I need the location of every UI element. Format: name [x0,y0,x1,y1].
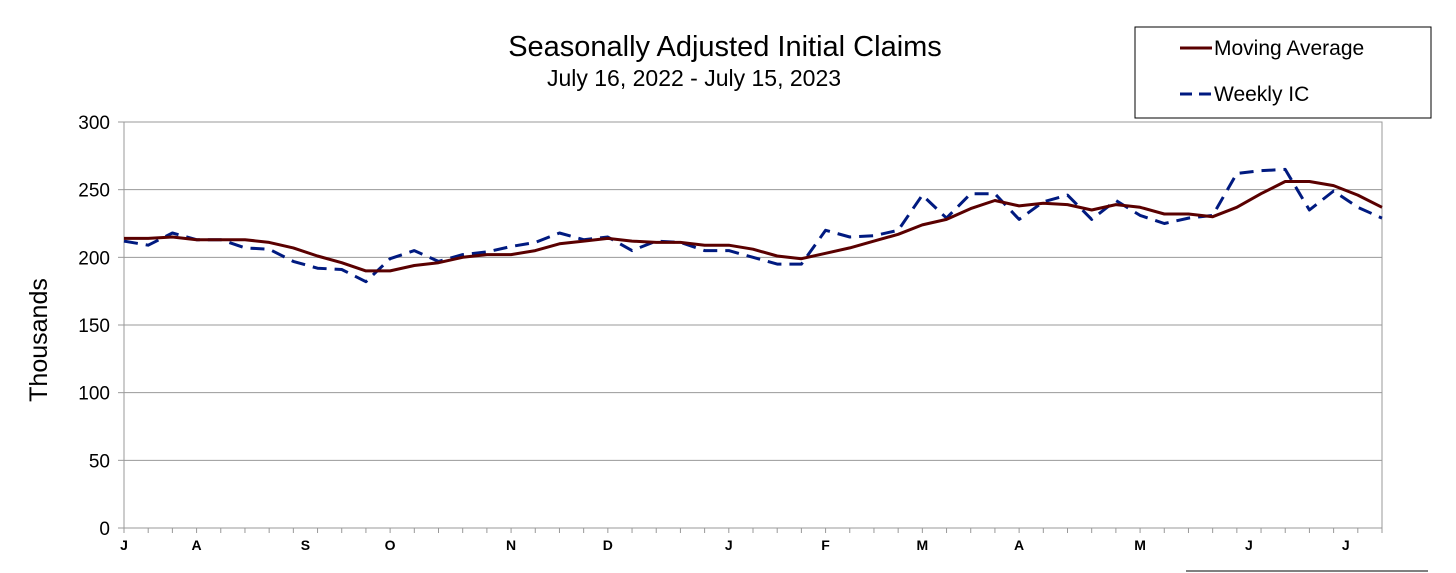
x-tick-label: M [1134,537,1146,553]
y-axis-label: Thousands [25,278,53,402]
legend-label-moving-average: Moving Average [1214,37,1364,60]
y-tick-label: 50 [89,451,110,472]
y-axis-ticks: 0 50 100 150 200 250 300 [78,113,124,540]
x-tick-label: A [192,537,202,553]
legend-box [1134,26,1432,119]
chart-title: Seasonally Adjusted Initial Claims [508,31,942,63]
y-tick-label: 200 [78,248,110,269]
x-tick-label: J [1342,537,1350,553]
y-tick-label: 0 [99,519,110,540]
legend: Moving Average Weekly IC [1134,26,1432,119]
x-tick-label: F [821,537,830,553]
legend-label-weekly-ic: Weekly IC [1214,83,1309,106]
y-tick-label: 150 [78,316,110,337]
series-lines [123,167,1383,284]
x-tick-label: N [506,537,516,553]
x-tick-label: J [120,537,128,553]
chart-subtitle: July 16, 2022 - July 15, 2023 [547,65,841,91]
x-tick-label: A [1014,537,1024,553]
series-line-weekly-ic [123,167,1383,284]
x-tick-label: O [385,537,396,553]
x-tick-label: J [725,537,733,553]
x-tick-label: D [603,537,613,553]
y-tick-label: 100 [78,384,110,405]
x-tick-label: M [917,537,929,553]
y-tick-label: 250 [78,181,110,202]
x-tick-label: S [301,537,310,553]
gridlines [124,189,1382,461]
x-tick-label: J [1245,537,1253,553]
series-line-moving-average [124,180,1383,273]
y-tick-label: 300 [78,113,110,134]
